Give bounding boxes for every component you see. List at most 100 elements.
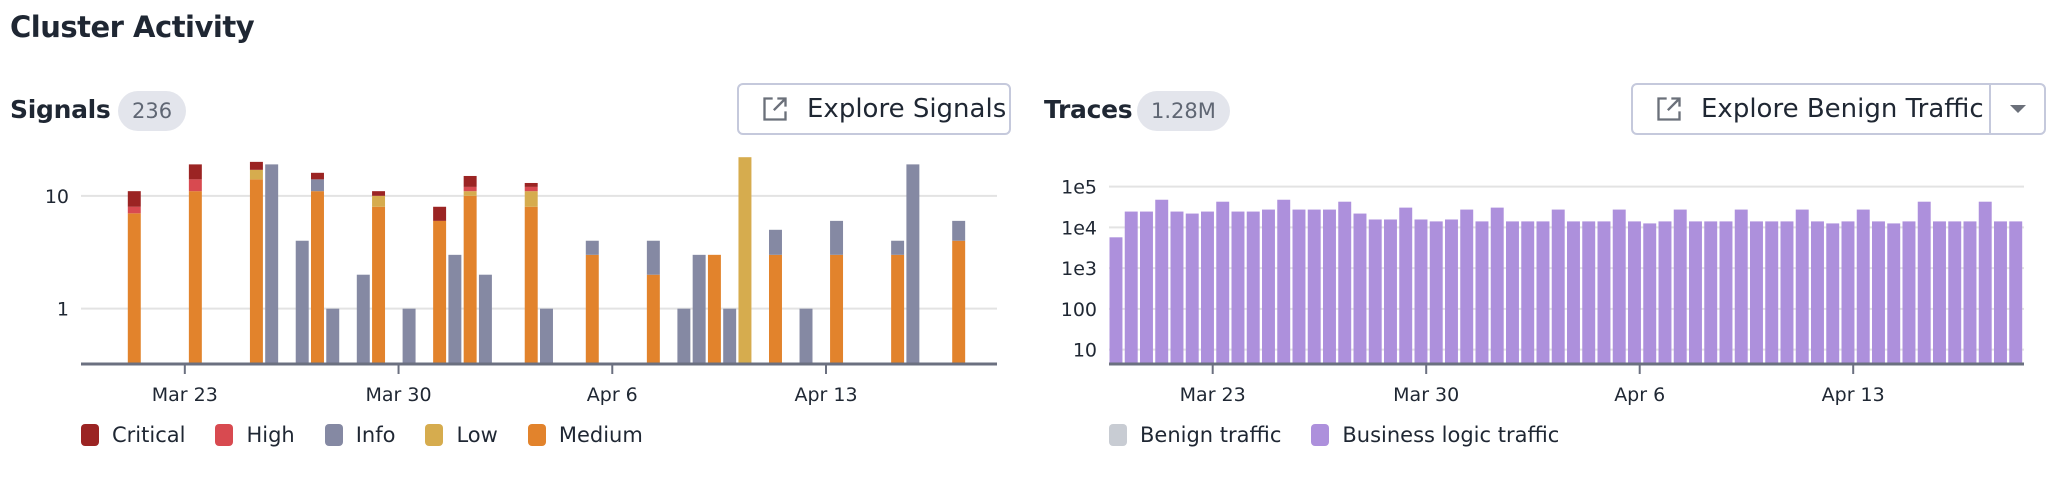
bar-segment-low[interactable] [738,157,752,363]
explore-options-dropdown[interactable] [1991,85,2044,133]
bar-segment-medium[interactable] [830,254,844,363]
bar-segment-info[interactable] [906,164,920,363]
explore-benign-traffic-button[interactable]: Explore Benign Traffic [1633,85,1991,133]
bar-segment-medium[interactable] [249,179,263,363]
bar-business-logic-traffic[interactable] [1506,221,1519,363]
bar-segment-info[interactable] [326,308,340,363]
bar-segment-low[interactable] [372,195,386,207]
bar-business-logic-traffic[interactable] [1658,221,1672,363]
bar-segment-info[interactable] [830,220,844,255]
bar-business-logic-traffic[interactable] [1689,221,1702,363]
bar-segment-medium[interactable] [952,240,966,363]
bar-segment-info[interactable] [646,240,660,275]
bar-business-logic-traffic[interactable] [1673,209,1687,363]
bar-business-logic-traffic[interactable] [1872,221,1885,363]
bar-business-logic-traffic[interactable] [1994,221,2007,363]
bar-business-logic-traffic[interactable] [1384,219,1397,363]
signals-legend-item[interactable]: High [215,423,295,447]
bar-business-logic-traffic[interactable] [1353,213,1367,363]
bar-business-logic-traffic[interactable] [1765,221,1779,363]
bar-segment-medium[interactable] [372,206,386,363]
bar-segment-critical[interactable] [249,161,263,170]
bar-business-logic-traffic[interactable] [1933,221,1946,363]
bar-business-logic-traffic[interactable] [1841,221,1855,363]
bar-business-logic-traffic[interactable] [1856,209,1870,363]
bar-business-logic-traffic[interactable] [1826,223,1840,363]
bar-business-logic-traffic[interactable] [1246,211,1260,363]
bar-business-logic-traffic[interactable] [1734,209,1748,363]
bar-business-logic-traffic[interactable] [1231,211,1245,363]
bar-segment-high[interactable] [524,186,538,192]
bar-business-logic-traffic[interactable] [1963,221,1977,363]
bar-business-logic-traffic[interactable] [1948,221,1962,363]
explore-signals-button[interactable]: Explore Signals [737,83,1011,135]
bar-business-logic-traffic[interactable] [1475,221,1489,363]
bar-business-logic-traffic[interactable] [1643,223,1657,363]
bar-segment-critical[interactable] [188,164,202,180]
bar-segment-medium[interactable] [524,206,538,363]
bar-segment-info[interactable] [540,308,553,363]
bar-business-logic-traffic[interactable] [1521,221,1535,363]
bar-segment-medium[interactable] [891,254,905,363]
bar-business-logic-traffic[interactable] [1780,221,1794,363]
bar-segment-high[interactable] [463,186,477,192]
bar-business-logic-traffic[interactable] [1750,221,1763,363]
bar-segment-critical[interactable] [433,206,447,221]
bar-segment-medium[interactable] [646,274,660,363]
bar-business-logic-traffic[interactable] [1460,209,1474,363]
bar-business-logic-traffic[interactable] [1292,209,1306,363]
bar-business-logic-traffic[interactable] [1704,221,1718,363]
bar-segment-critical[interactable] [463,175,477,187]
bar-segment-low[interactable] [463,191,477,196]
bar-segment-medium[interactable] [707,254,721,363]
bar-business-logic-traffic[interactable] [1445,219,1458,363]
bar-segment-info[interactable] [448,254,462,363]
bar-business-logic-traffic[interactable] [1185,213,1199,363]
bar-segment-info[interactable] [952,220,966,241]
bar-business-logic-traffic[interactable] [1719,221,1733,363]
bar-business-logic-traffic[interactable] [1887,223,1901,363]
bar-business-logic-traffic[interactable] [1811,221,1824,363]
bar-segment-medium[interactable] [433,220,447,363]
bar-business-logic-traffic[interactable] [1368,219,1382,363]
traces-chart[interactable]: 10 100 1e3 1e4 1e5 Mar 23 Mar 30 Apr 6 Apr 13 [1030,142,2052,412]
bar-business-logic-traffic[interactable] [1628,221,1641,363]
bar-business-logic-traffic[interactable] [1399,207,1413,363]
bar-segment-medium[interactable] [585,254,599,363]
traces-legend-item[interactable]: Benign traffic [1109,423,1281,447]
bar-segment-info[interactable] [677,308,691,363]
bar-business-logic-traffic[interactable] [1551,209,1565,363]
bar-segment-info[interactable] [265,164,279,363]
bar-business-logic-traffic[interactable] [1170,211,1184,363]
bar-business-logic-traffic[interactable] [1155,199,1169,363]
bar-segment-low[interactable] [524,191,538,207]
bar-segment-info[interactable] [799,308,813,363]
bar-segment-critical[interactable] [127,191,141,207]
bar-business-logic-traffic[interactable] [1414,219,1428,363]
bar-business-logic-traffic[interactable] [1216,201,1230,363]
bar-segment-info[interactable] [402,308,416,363]
bar-business-logic-traffic[interactable] [1307,209,1321,363]
bar-business-logic-traffic[interactable] [1140,211,1153,363]
bar-business-logic-traffic[interactable] [1597,221,1611,363]
bar-segment-info[interactable] [769,229,782,255]
bar-segment-medium[interactable] [769,254,782,363]
bar-business-logic-traffic[interactable] [1109,237,1123,363]
bar-segment-critical[interactable] [524,182,538,187]
bar-segment-info[interactable] [692,254,706,363]
bar-segment-info[interactable] [478,274,492,363]
bar-business-logic-traffic[interactable] [1429,221,1443,363]
signals-legend-item[interactable]: Medium [527,423,643,447]
bar-business-logic-traffic[interactable] [1338,201,1352,363]
bar-segment-high[interactable] [127,206,141,214]
bar-segment-info[interactable] [295,240,309,363]
bar-segment-critical[interactable] [311,172,324,180]
bar-segment-info[interactable] [585,240,599,255]
bar-segment-info[interactable] [723,308,737,363]
bar-business-logic-traffic[interactable] [1201,211,1214,363]
signals-legend-item[interactable]: Low [425,423,498,447]
bar-segment-medium[interactable] [127,213,141,363]
bar-business-logic-traffic[interactable] [1612,209,1626,363]
bar-segment-medium[interactable] [311,191,324,363]
bar-business-logic-traffic[interactable] [1795,209,1809,363]
